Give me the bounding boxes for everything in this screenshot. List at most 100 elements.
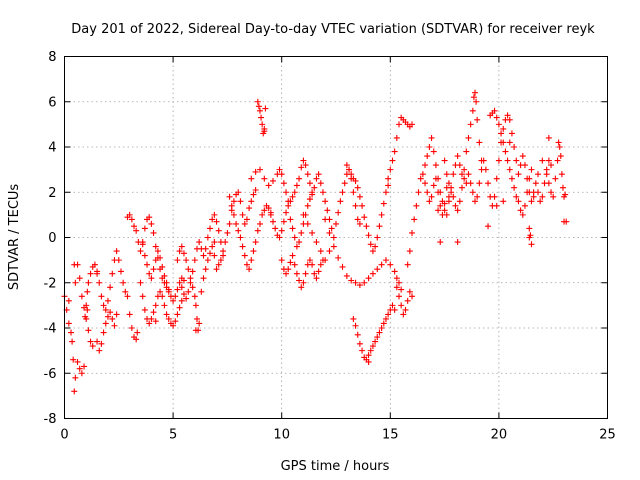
data-point [178, 243, 185, 250]
data-point [456, 162, 463, 169]
data-point [404, 261, 411, 268]
data-point [261, 128, 268, 135]
data-point [443, 211, 450, 218]
data-point [559, 184, 566, 191]
data-point [404, 297, 411, 304]
y-tick-label: -2 [44, 276, 57, 291]
data-point [84, 288, 91, 295]
data-point [385, 182, 392, 189]
data-point [309, 229, 316, 236]
data-point [262, 105, 269, 112]
data-point [296, 175, 303, 182]
data-point [222, 239, 229, 246]
data-point [380, 200, 387, 207]
y-tick-label: 0 [48, 231, 56, 246]
data-point [485, 223, 492, 230]
data-point [309, 191, 316, 198]
data-point [382, 189, 389, 196]
data-point [359, 347, 366, 354]
data-point [354, 184, 361, 191]
data-point [159, 263, 166, 270]
data-point [452, 202, 459, 209]
data-point [532, 180, 539, 187]
data-point [300, 157, 307, 164]
data-point [376, 329, 383, 336]
data-point [152, 257, 159, 264]
data-point [504, 112, 511, 119]
data-point [246, 266, 253, 273]
data-point [220, 248, 227, 255]
data-point [456, 198, 463, 205]
data-point [558, 171, 565, 178]
data-point [104, 297, 111, 304]
data-point [521, 162, 528, 169]
data-point [330, 234, 337, 241]
series-reyk-i [211, 186, 259, 273]
data-point [389, 157, 396, 164]
series-reyk-w [465, 112, 513, 209]
y-axis-label: SDTVAR / TECUs [7, 184, 22, 291]
data-point [176, 279, 183, 286]
data-point [235, 227, 242, 234]
data-point [528, 166, 535, 173]
data-point [280, 218, 287, 225]
data-point [530, 193, 537, 200]
data-point [435, 175, 442, 182]
data-point [411, 216, 418, 223]
data-point [115, 257, 122, 264]
data-point [350, 315, 357, 322]
data-point [378, 325, 385, 331]
data-point [291, 261, 298, 268]
data-point [122, 288, 129, 295]
data-point [287, 216, 294, 223]
y-tick-label: -4 [44, 322, 57, 337]
data-point [306, 180, 313, 187]
data-point [441, 157, 448, 164]
series-reyk-q [343, 162, 392, 255]
data-point [413, 202, 420, 209]
data-point [98, 340, 105, 347]
series-reyk-p [322, 216, 405, 293]
data-point [192, 327, 199, 334]
data-point [402, 306, 409, 313]
data-point [120, 279, 127, 286]
data-point [306, 196, 313, 203]
data-point [322, 198, 329, 205]
data-point [365, 275, 372, 282]
plot-frame [64, 56, 608, 419]
data-point [85, 279, 92, 286]
data-point [289, 252, 296, 259]
data-point [233, 220, 240, 227]
data-point [313, 239, 320, 246]
data-point [107, 284, 114, 291]
data-point [215, 261, 222, 268]
data-point [148, 220, 155, 227]
data-point [348, 277, 355, 284]
data-point [545, 180, 552, 187]
data-point [76, 275, 83, 282]
data-point [422, 180, 429, 187]
data-point [511, 144, 518, 150]
data-point [126, 211, 133, 218]
data-point [409, 293, 416, 300]
data-point [165, 286, 172, 293]
data-point [178, 284, 185, 291]
data-point [472, 89, 479, 96]
data-point [198, 288, 205, 295]
data-point [298, 284, 305, 291]
data-point [521, 202, 528, 209]
data-point [254, 227, 261, 234]
series-reyk-b [65, 261, 120, 354]
data-point [270, 218, 277, 225]
data-point [428, 134, 435, 141]
data-point [78, 370, 85, 377]
data-point [317, 248, 324, 255]
data-point [96, 347, 103, 354]
data-point [365, 358, 372, 365]
data-point [439, 198, 446, 205]
data-point [191, 257, 198, 264]
data-point [482, 166, 489, 173]
data-point [192, 302, 199, 309]
data-point [545, 134, 552, 141]
data-point [382, 315, 389, 322]
